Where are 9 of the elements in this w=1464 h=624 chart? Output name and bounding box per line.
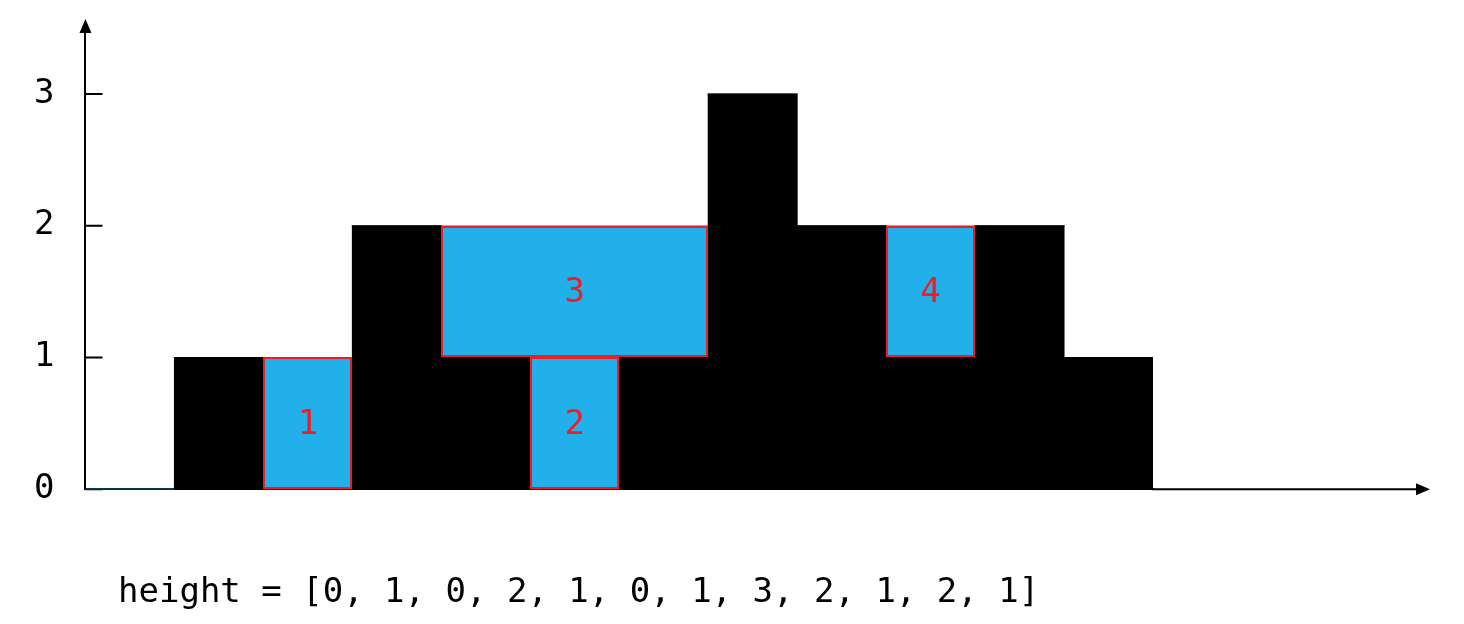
y-tick-label: 3 (33, 70, 55, 111)
text: height = [0, 1, 0, 2, 1, 0, 1, 3, 2, 1, 2, 1] (118, 570, 1040, 610)
y-tick-label: 2 (33, 202, 55, 243)
annotation: 1 (297, 402, 319, 443)
annotation: 3 (564, 270, 585, 311)
y-tick-label: 0 (33, 466, 55, 507)
annotation: 2 (564, 402, 585, 443)
annotation: 4 (920, 270, 941, 311)
y-tick-label: 1 (33, 334, 55, 375)
